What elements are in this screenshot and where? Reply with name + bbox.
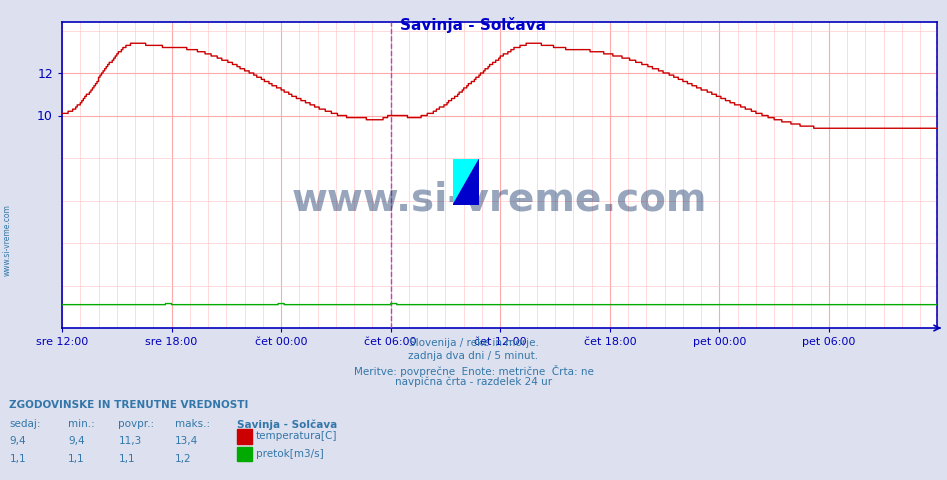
Text: Savinja - Solčava: Savinja - Solčava xyxy=(237,419,337,430)
Text: 13,4: 13,4 xyxy=(175,436,199,446)
Text: 9,4: 9,4 xyxy=(9,436,27,446)
Text: povpr.:: povpr.: xyxy=(118,419,154,429)
Text: www.si-vreme.com: www.si-vreme.com xyxy=(292,180,707,218)
Text: 9,4: 9,4 xyxy=(68,436,85,446)
Text: navpična črta - razdelek 24 ur: navpična črta - razdelek 24 ur xyxy=(395,376,552,387)
Text: maks.:: maks.: xyxy=(175,419,210,429)
Polygon shape xyxy=(453,159,479,205)
Text: ZGODOVINSKE IN TRENUTNE VREDNOSTI: ZGODOVINSKE IN TRENUTNE VREDNOSTI xyxy=(9,400,249,410)
Text: 1,1: 1,1 xyxy=(9,454,27,464)
Text: Slovenija / reke in morje.: Slovenija / reke in morje. xyxy=(408,338,539,348)
Text: 1,2: 1,2 xyxy=(175,454,192,464)
Text: 1,1: 1,1 xyxy=(118,454,135,464)
Text: www.si-vreme.com: www.si-vreme.com xyxy=(3,204,12,276)
Text: sedaj:: sedaj: xyxy=(9,419,41,429)
Text: Meritve: povprečne  Enote: metrične  Črta: ne: Meritve: povprečne Enote: metrične Črta:… xyxy=(353,365,594,377)
Text: zadnja dva dni / 5 minut.: zadnja dva dni / 5 minut. xyxy=(408,351,539,361)
Text: 11,3: 11,3 xyxy=(118,436,142,446)
Text: temperatura[C]: temperatura[C] xyxy=(256,432,337,442)
Text: Savinja - Solčava: Savinja - Solčava xyxy=(401,17,546,33)
Polygon shape xyxy=(453,159,479,205)
Text: pretok[m3/s]: pretok[m3/s] xyxy=(256,449,324,459)
Text: min.:: min.: xyxy=(68,419,95,429)
Text: 1,1: 1,1 xyxy=(68,454,85,464)
